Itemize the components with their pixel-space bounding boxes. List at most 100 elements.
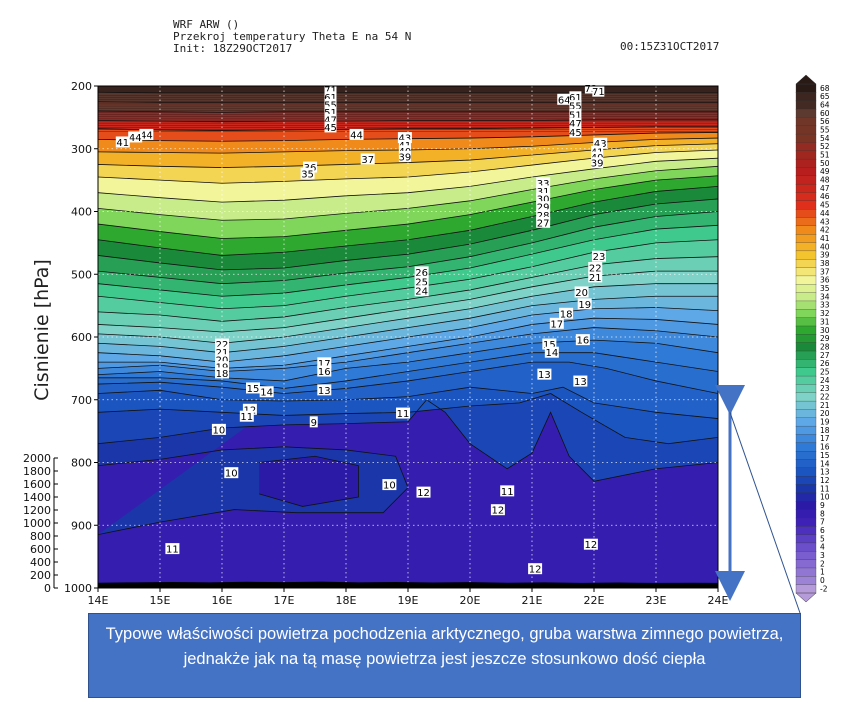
stacked-contour-label-bg bbox=[324, 98, 337, 110]
contour-label-bg bbox=[536, 192, 551, 204]
contour-label: 12 bbox=[492, 506, 505, 517]
stacked-contour-label-bg bbox=[584, 82, 597, 94]
contour-label-bg bbox=[215, 338, 229, 350]
colorbar-label: 56 bbox=[820, 117, 830, 126]
colorbar-swatch bbox=[795, 325, 817, 335]
colorbar-label: 45 bbox=[820, 201, 830, 210]
x-tick-label: 21E bbox=[522, 594, 543, 607]
contour-label: 17 bbox=[318, 359, 331, 370]
colorbar-swatch bbox=[795, 167, 817, 177]
colorbar-label: 8 bbox=[820, 509, 825, 518]
colorbar-swatch bbox=[795, 175, 817, 185]
colorbar-swatch bbox=[795, 534, 817, 544]
contour-label: 27 bbox=[537, 218, 550, 229]
colorbar-label: 3 bbox=[820, 551, 825, 560]
contour-label: 13 bbox=[538, 370, 551, 381]
colorbar-label: 49 bbox=[820, 167, 830, 176]
colorbar-swatch bbox=[795, 234, 817, 244]
stacked-contour-label-bg bbox=[591, 151, 604, 163]
colorbar-swatch bbox=[795, 300, 817, 310]
contour-label: 25 bbox=[415, 277, 428, 288]
stacked-contour-label-bg bbox=[324, 83, 337, 95]
colorbar-swatch bbox=[795, 192, 817, 202]
colorbar-swatch bbox=[795, 559, 817, 569]
contour-label: 15 bbox=[247, 384, 260, 395]
colorbar-label: 31 bbox=[820, 317, 830, 326]
contour-label-bg bbox=[317, 384, 332, 396]
contour-label-bg bbox=[575, 334, 590, 346]
isotherm-16 bbox=[98, 339, 718, 382]
isotherm-35 bbox=[98, 157, 718, 203]
contour-label-bg bbox=[536, 185, 551, 197]
stacked-contour-label: 73 bbox=[585, 84, 598, 95]
colorbar-label: 5 bbox=[820, 534, 825, 543]
contour-label-bg bbox=[242, 403, 257, 415]
contour-label: 18 bbox=[560, 309, 573, 320]
stacked-contour-label-bg bbox=[592, 85, 605, 97]
contour-label-bg bbox=[317, 357, 332, 369]
contour-label-bg bbox=[300, 167, 315, 179]
contour-label: 10 bbox=[225, 469, 238, 480]
colorbar-label: 6 bbox=[820, 526, 825, 535]
x-tick-label: 23E bbox=[646, 594, 667, 607]
contour-label-bg bbox=[128, 131, 143, 143]
colorbar-label: 24 bbox=[820, 376, 830, 385]
contour-label: 15 bbox=[543, 340, 556, 351]
stacked-contour-label: 51 bbox=[569, 110, 582, 121]
colorbar-swatch bbox=[795, 275, 817, 285]
stacked-contour-label: 55 bbox=[324, 100, 337, 111]
contour-label-bg bbox=[593, 137, 608, 149]
stacked-contour-label: 61 bbox=[324, 93, 337, 104]
contour-label: 43 bbox=[594, 139, 607, 150]
isotherm-11 bbox=[98, 399, 718, 482]
contour-label: 14 bbox=[260, 388, 273, 399]
stacked-contour-label-bg bbox=[569, 91, 582, 103]
colorbar-swatch bbox=[795, 567, 817, 577]
colorbar-swatch bbox=[795, 117, 817, 127]
colorbar-swatch bbox=[795, 526, 817, 536]
colorbar-label: 42 bbox=[820, 226, 830, 235]
stacked-contour-label: 39 bbox=[591, 159, 604, 170]
contour-label-bg bbox=[414, 266, 429, 278]
y-tick-label: 400 bbox=[71, 206, 92, 219]
colorbar-swatch bbox=[795, 83, 817, 93]
contour-label-bg bbox=[549, 317, 564, 329]
contour-label: 11 bbox=[240, 412, 253, 423]
isotherm-25 bbox=[98, 224, 718, 297]
colorbar-label: 11 bbox=[820, 484, 830, 493]
isotherm-18 bbox=[98, 317, 718, 369]
stacked-contour-label: 55 bbox=[569, 102, 582, 113]
contour-label-bg bbox=[215, 354, 229, 366]
colorbar-swatch bbox=[795, 334, 817, 344]
colorbar-label: 21 bbox=[820, 401, 830, 410]
contour-label: 23 bbox=[593, 252, 606, 263]
x-tick-label: 19E bbox=[398, 594, 419, 607]
y-axis-label: Cisnienie [hPa] bbox=[31, 259, 53, 401]
height-tick-label: 400 bbox=[30, 556, 51, 569]
x-tick-label: 16E bbox=[212, 594, 233, 607]
contour-label-bg bbox=[414, 285, 429, 297]
contour-label-bg bbox=[544, 346, 559, 358]
contour-label-bg bbox=[577, 298, 592, 310]
isotherm-15 bbox=[98, 352, 718, 389]
contour-label-bg bbox=[574, 286, 589, 298]
stacked-contour-label: 39 bbox=[399, 152, 412, 163]
x-axis: 14E 15E 16E 17E 18E 19E 20E 21E 22E 23E 24E bbox=[88, 588, 729, 607]
colorbar-label: 50 bbox=[820, 159, 830, 168]
isotherm-19 bbox=[98, 307, 718, 363]
colorbar-label: 68 bbox=[820, 84, 830, 93]
colorbar-label: 18 bbox=[820, 426, 830, 435]
colorbar-swatch bbox=[795, 375, 817, 385]
contour-label-bg bbox=[490, 504, 505, 516]
contour-label-bg bbox=[239, 410, 254, 422]
callout-line bbox=[729, 412, 801, 614]
colorbar-label: 36 bbox=[820, 276, 830, 285]
colorbar-swatch bbox=[795, 425, 817, 436]
contour-label: 43 bbox=[399, 134, 412, 145]
colorbar-swatch bbox=[795, 584, 817, 594]
isotherm-10 bbox=[98, 446, 409, 536]
colorbar-swatch bbox=[795, 100, 817, 110]
colorbar-swatch bbox=[795, 392, 817, 402]
contour-label-bg bbox=[588, 261, 603, 273]
